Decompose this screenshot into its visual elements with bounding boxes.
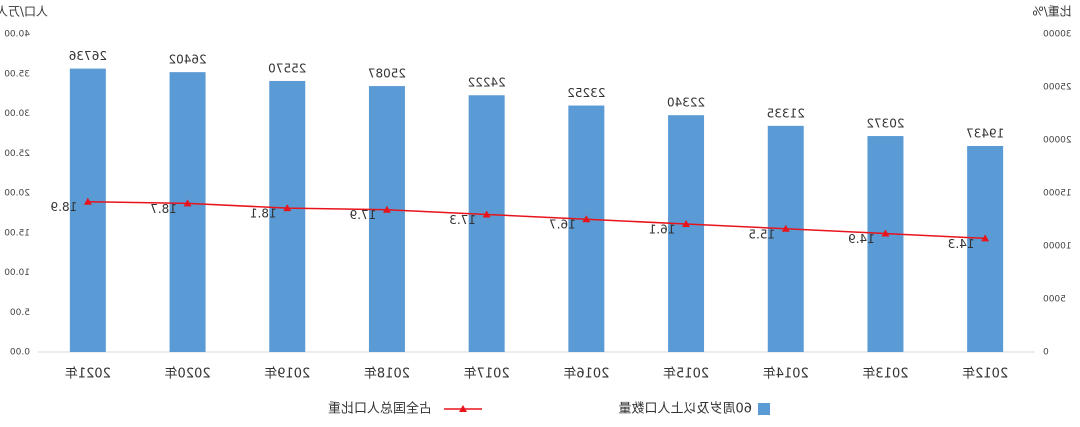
marker: [881, 229, 890, 237]
marker: [582, 215, 591, 223]
bar-value-label: 26402: [168, 53, 206, 67]
line-value-label: 18.1: [250, 207, 277, 221]
legend-label: 占全国总人口比重: [328, 401, 432, 417]
y2-tick-label: 35.00: [4, 69, 30, 79]
y2-tick-label: 10.00: [4, 268, 30, 278]
bar-value-label: 23252: [567, 86, 605, 100]
line-value-label: 15.5: [748, 227, 775, 241]
bar: [867, 136, 904, 352]
y2-tick-label: 40.00: [4, 30, 30, 40]
line-value-label: 16.7: [549, 218, 576, 232]
bar: [668, 115, 705, 352]
bar: [368, 86, 405, 353]
y2-tick-label: 5.00: [10, 308, 30, 318]
bar: [967, 145, 1004, 352]
bar: [269, 80, 306, 352]
y-tick-label: 0: [1043, 348, 1049, 358]
line-value-label: 14.9: [848, 232, 875, 246]
bar-value-label: 25087: [368, 67, 406, 81]
bar: [568, 105, 605, 352]
line-value-label: 17.9: [350, 208, 377, 222]
marker: [682, 220, 691, 228]
y2-tick-label: 0.00: [10, 348, 30, 358]
line-value-label: 14.3: [948, 237, 975, 251]
x-tick-label: 2015年: [663, 367, 709, 382]
bar: [169, 72, 206, 353]
bar-value-label: 19437: [966, 126, 1004, 140]
x-tick-label: 2018年: [364, 367, 410, 382]
bar: [767, 125, 804, 352]
legend-marker: [459, 405, 467, 412]
x-tick-label: 2013年: [862, 367, 908, 382]
x-tick-label: 2016年: [563, 367, 609, 382]
x-tick-label: 2017年: [464, 367, 510, 382]
line-value-label: 17.3: [449, 213, 476, 227]
y2-tick-label: 15.00: [4, 228, 30, 238]
marker: [382, 205, 391, 213]
bar-value-label: 21335: [767, 106, 805, 120]
y2-tick-label: 25.00: [4, 149, 30, 159]
bar-value-label: 26736: [69, 49, 107, 63]
x-tick-label: 2014年: [763, 367, 809, 382]
bar: [69, 68, 106, 353]
y-tick-label: 25000: [1043, 83, 1072, 93]
line: [87, 200, 986, 240]
bar-value-label: 24222: [468, 76, 506, 90]
y-tick-label: 20000: [1043, 136, 1072, 146]
line-value-label: 18.7: [150, 202, 177, 216]
x-tick-label: 2012年: [962, 367, 1008, 382]
y2-tick-label: 20.00: [4, 189, 30, 199]
bar-value-label: 25570: [268, 61, 306, 75]
line-value-label: 16.1: [649, 223, 676, 237]
y-tick-label: 5000: [1043, 295, 1066, 305]
marker: [482, 210, 491, 218]
marker: [183, 199, 192, 207]
y2-tick-label: 30.00: [4, 109, 30, 119]
y-axis-title: 人口/万人: [0, 5, 48, 19]
y-tick-label: 10000: [1043, 242, 1072, 252]
bar-value-label: 22340: [667, 96, 705, 110]
bar: [468, 95, 505, 353]
marker: [981, 234, 990, 242]
x-tick-label: 2019年: [264, 367, 310, 382]
marker: [781, 224, 790, 232]
y-tick-label: 30000: [1043, 30, 1072, 40]
legend-label: 60周岁及以上人口数量: [618, 402, 752, 417]
y2-axis-title: 比重/%: [1032, 5, 1071, 19]
marker: [283, 204, 292, 212]
legend-swatch: [758, 403, 770, 415]
marker: [83, 197, 92, 205]
bar-value-label: 20372: [866, 117, 904, 131]
y-tick-label: 15000: [1043, 189, 1072, 199]
x-tick-label: 2020年: [165, 367, 211, 382]
x-tick-label: 2021年: [65, 367, 111, 382]
line-value-label: 18.9: [50, 200, 77, 214]
